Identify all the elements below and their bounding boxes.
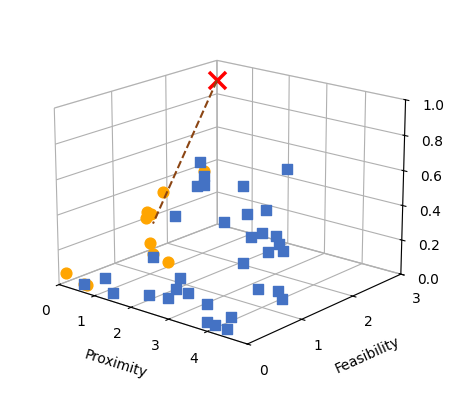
X-axis label: Proximity: Proximity bbox=[82, 348, 148, 381]
Y-axis label: Feasibility: Feasibility bbox=[332, 335, 401, 376]
